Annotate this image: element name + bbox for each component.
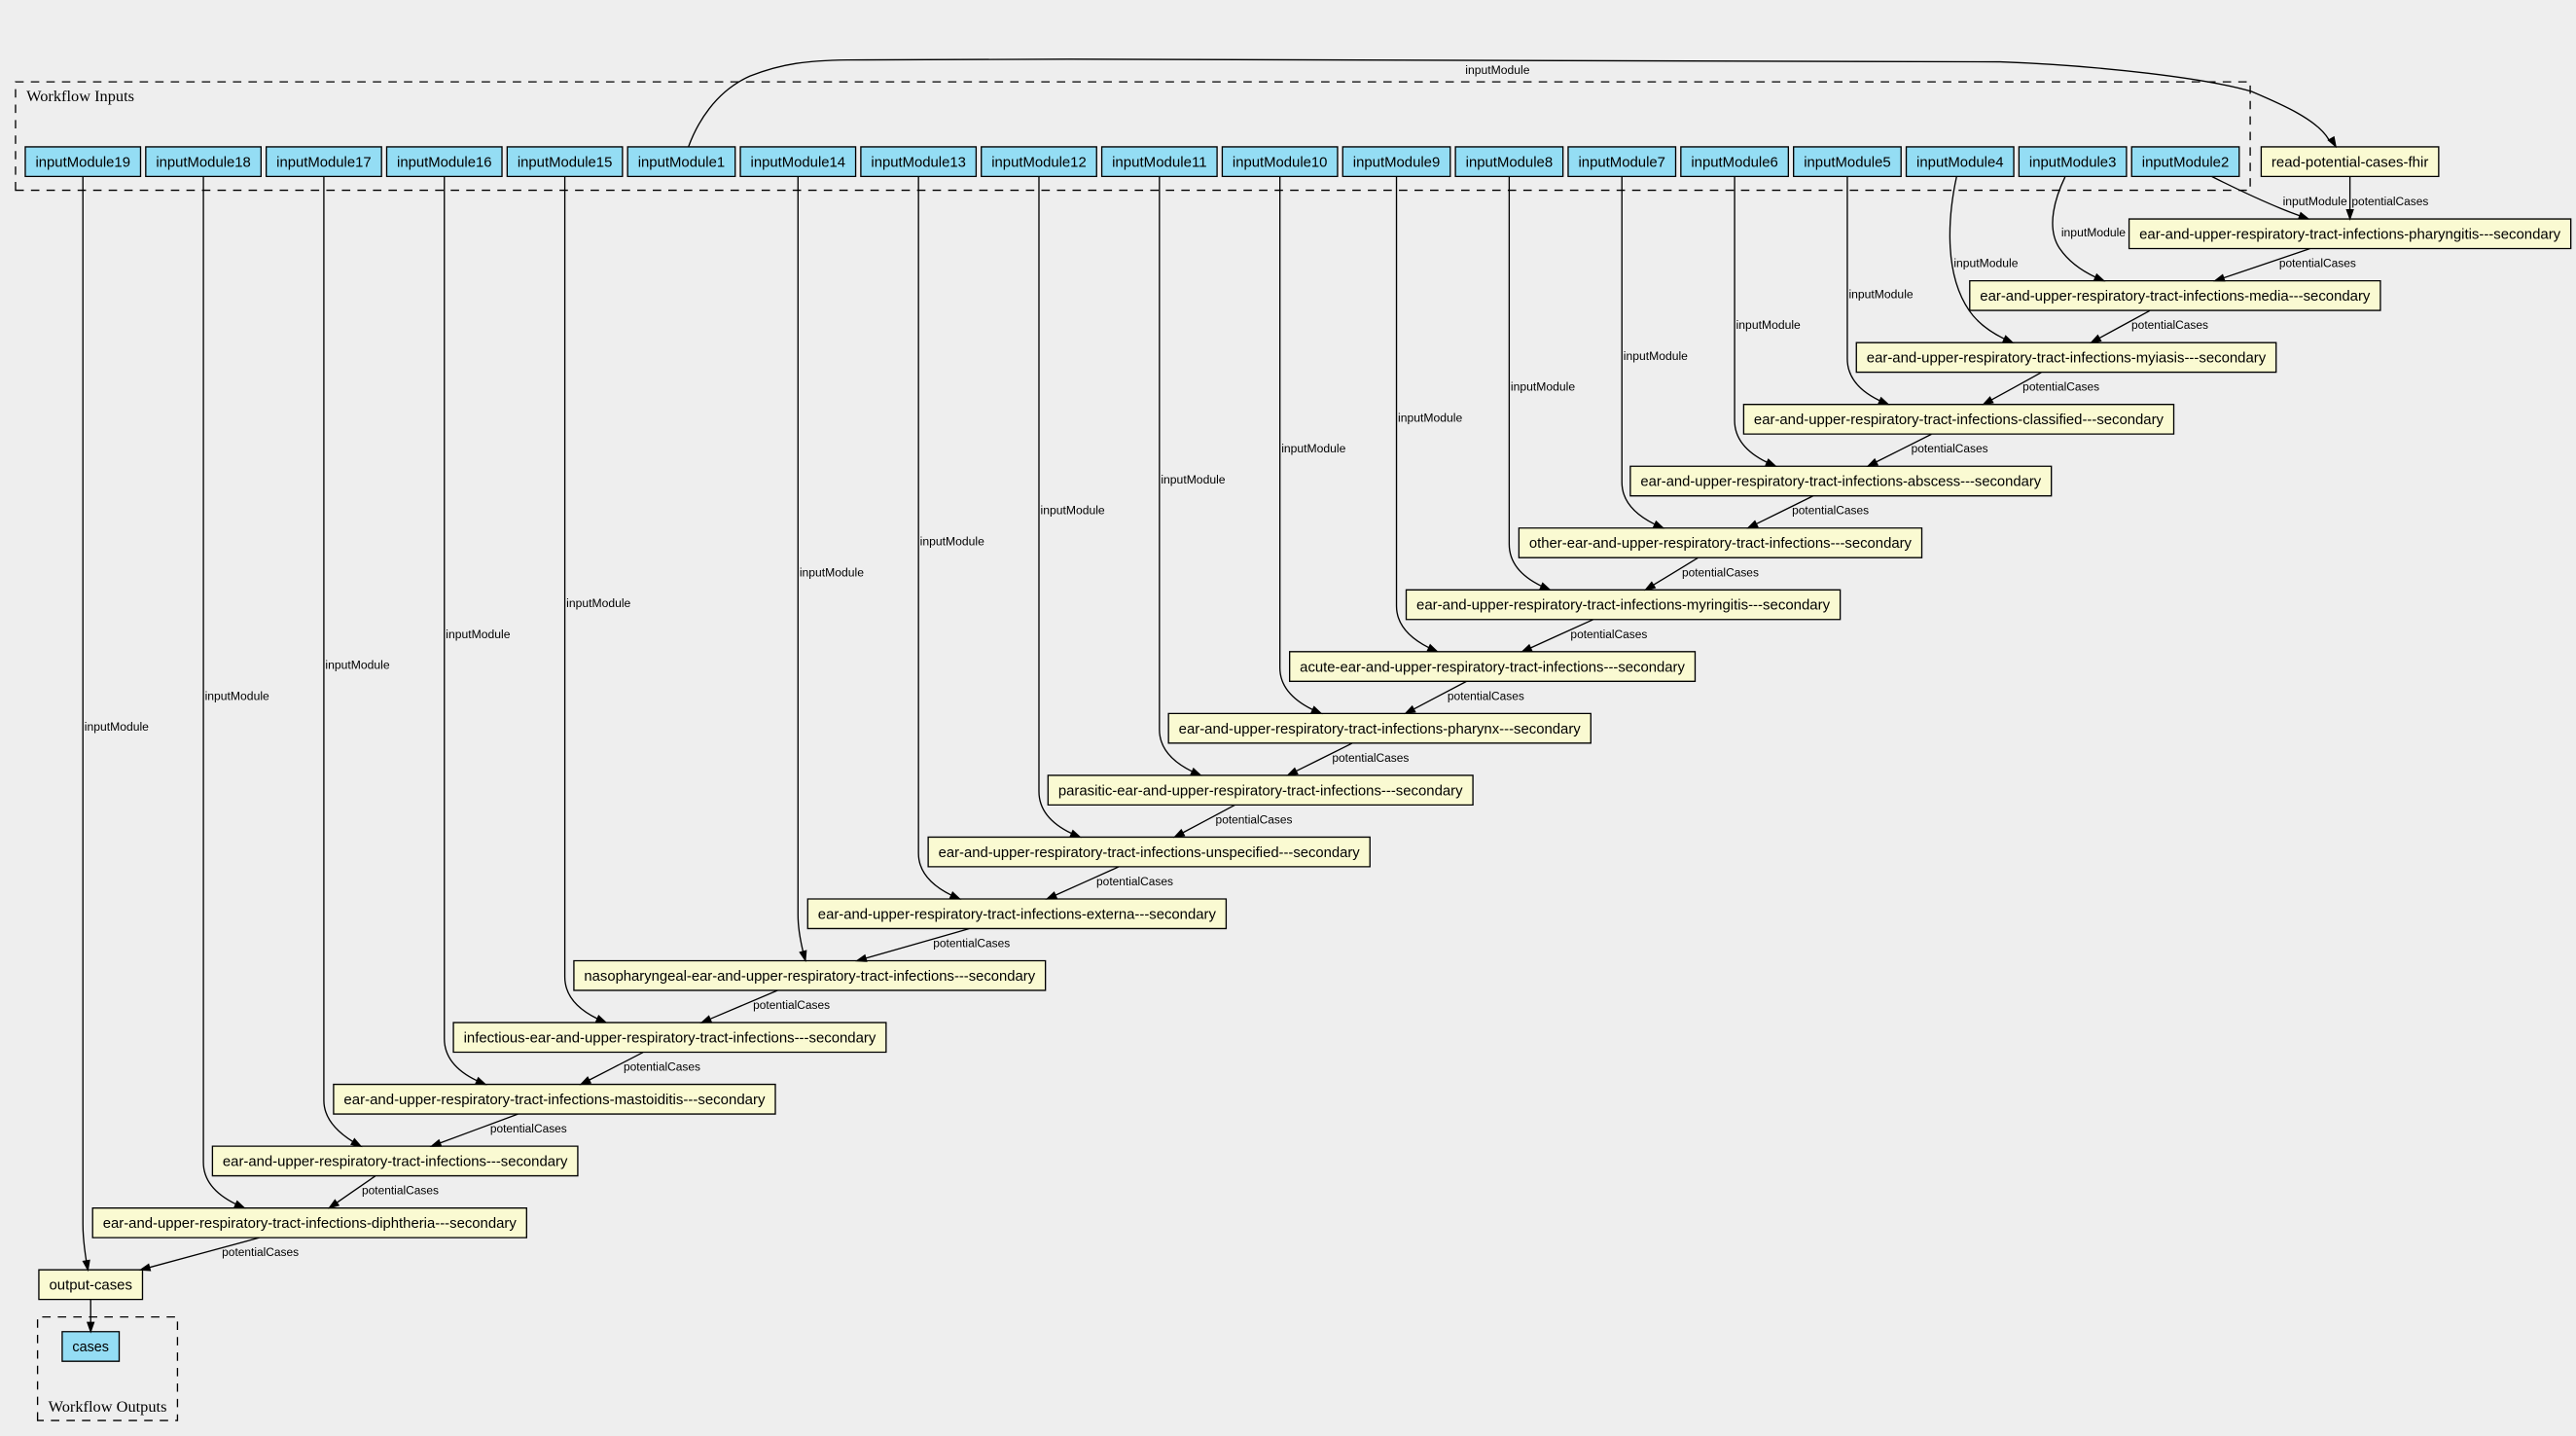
svg-text:ear-and-upper-respiratory-trac: ear-and-upper-respiratory-tract-infectio… [1179, 721, 1582, 737]
svg-text:Workflow Outputs: Workflow Outputs [49, 1397, 167, 1416]
svg-text:inputModule17: inputModule17 [276, 154, 371, 170]
svg-text:inputModule4: inputModule4 [1916, 154, 2003, 170]
svg-text:inputModule2: inputModule2 [2142, 154, 2229, 170]
svg-text:potentialCases: potentialCases [2022, 380, 2099, 394]
svg-text:inputModule: inputModule [1465, 63, 1529, 77]
svg-text:ear-and-upper-respiratory-trac: ear-and-upper-respiratory-tract-infectio… [1640, 474, 2041, 490]
svg-text:inputModule15: inputModule15 [518, 154, 612, 170]
svg-text:potentialCases: potentialCases [490, 1122, 567, 1135]
svg-text:inputModule11: inputModule11 [1112, 154, 1206, 170]
svg-text:inputModule: inputModule [1398, 411, 1462, 424]
svg-text:inputModule8: inputModule8 [1466, 154, 1553, 170]
svg-text:inputModule: inputModule [446, 628, 510, 641]
svg-text:inputModule10: inputModule10 [1233, 154, 1327, 170]
svg-text:potentialCases: potentialCases [1682, 565, 1759, 579]
svg-text:inputModule9: inputModule9 [1353, 154, 1440, 170]
svg-text:inputModule: inputModule [566, 596, 630, 610]
svg-text:parasitic-ear-and-upper-respir: parasitic-ear-and-upper-respiratory-trac… [1058, 782, 1463, 799]
svg-text:ear-and-upper-respiratory-trac: ear-and-upper-respiratory-tract-infectio… [818, 906, 1217, 922]
svg-text:inputModule: inputModule [85, 720, 149, 734]
svg-text:inputModule: inputModule [920, 535, 984, 549]
svg-text:inputModule: inputModule [2283, 195, 2347, 208]
svg-text:inputModule: inputModule [205, 689, 269, 702]
svg-text:ear-and-upper-respiratory-trac: ear-and-upper-respiratory-tract-infectio… [939, 844, 1361, 861]
svg-text:ear-and-upper-respiratory-trac: ear-and-upper-respiratory-tract-infectio… [1980, 288, 2371, 305]
svg-text:potentialCases: potentialCases [362, 1184, 439, 1198]
svg-text:inputModule: inputModule [1281, 442, 1345, 455]
svg-text:ear-and-upper-respiratory-trac: ear-and-upper-respiratory-tract-infectio… [103, 1215, 518, 1232]
svg-text:inputModule: inputModule [800, 565, 864, 579]
svg-text:inputModule12: inputModule12 [991, 154, 1086, 170]
svg-text:inputModule: inputModule [1511, 380, 1575, 394]
svg-text:Workflow Inputs: Workflow Inputs [26, 87, 134, 105]
svg-text:potentialCases: potentialCases [753, 998, 830, 1012]
svg-text:inputModule: inputModule [1848, 287, 1913, 301]
svg-text:inputModule13: inputModule13 [871, 154, 965, 170]
svg-text:inputModule14: inputModule14 [751, 154, 845, 170]
svg-text:output-cases: output-cases [49, 1277, 131, 1294]
svg-text:potentialCases: potentialCases [2131, 318, 2208, 332]
svg-text:ear-and-upper-respiratory-trac: ear-and-upper-respiratory-tract-infectio… [2139, 227, 2561, 243]
svg-text:inputModule7: inputModule7 [1578, 154, 1664, 170]
svg-text:potentialCases: potentialCases [624, 1060, 700, 1074]
svg-text:inputModule: inputModule [2061, 226, 2126, 239]
svg-text:infectious-ear-and-upper-respi: infectious-ear-and-upper-respiratory-tra… [464, 1030, 877, 1047]
svg-text:inputModule6: inputModule6 [1691, 154, 1777, 170]
svg-text:potentialCases: potentialCases [1792, 504, 1869, 518]
svg-text:inputModule18: inputModule18 [156, 154, 250, 170]
svg-text:potentialCases: potentialCases [1096, 875, 1173, 888]
svg-text:inputModule5: inputModule5 [1804, 154, 1890, 170]
svg-text:ear-and-upper-respiratory-trac: ear-and-upper-respiratory-tract-infectio… [343, 1092, 766, 1108]
svg-text:potentialCases: potentialCases [222, 1245, 299, 1259]
svg-text:inputModule16: inputModule16 [397, 154, 491, 170]
svg-text:inputModule19: inputModule19 [35, 154, 129, 170]
svg-text:ear-and-upper-respiratory-trac: ear-and-upper-respiratory-tract-infectio… [223, 1154, 568, 1170]
svg-text:inputModule: inputModule [1041, 504, 1105, 518]
svg-text:potentialCases: potentialCases [1448, 689, 1524, 702]
svg-text:potentialCases: potentialCases [1332, 751, 1409, 765]
svg-text:potentialCases: potentialCases [2351, 195, 2428, 208]
svg-text:inputModule: inputModule [1624, 349, 1688, 363]
svg-text:ear-and-upper-respiratory-trac: ear-and-upper-respiratory-tract-infectio… [1867, 350, 2267, 367]
svg-text:potentialCases: potentialCases [1570, 628, 1647, 641]
svg-text:inputModule: inputModule [1736, 318, 1801, 332]
svg-text:nasopharyngeal-ear-and-upper-r: nasopharyngeal-ear-and-upper-respiratory… [584, 968, 1035, 985]
svg-text:potentialCases: potentialCases [2279, 257, 2356, 270]
svg-text:inputModule: inputModule [1161, 473, 1225, 486]
svg-text:inputModule: inputModule [1953, 257, 2018, 270]
svg-text:inputModule1: inputModule1 [638, 154, 725, 170]
svg-text:potentialCases: potentialCases [1912, 442, 1988, 455]
svg-text:cases: cases [72, 1339, 109, 1355]
svg-text:ear-and-upper-respiratory-trac: ear-and-upper-respiratory-tract-infectio… [1754, 412, 2165, 428]
svg-text:read-potential-cases-fhir: read-potential-cases-fhir [2272, 154, 2428, 170]
svg-text:inputModule: inputModule [325, 659, 389, 672]
svg-text:other-ear-and-upper-respirator: other-ear-and-upper-respiratory-tract-in… [1529, 535, 1913, 552]
svg-text:potentialCases: potentialCases [933, 937, 1010, 951]
svg-text:potentialCases: potentialCases [1216, 812, 1293, 826]
svg-text:acute-ear-and-upper-respirator: acute-ear-and-upper-respiratory-tract-in… [1300, 659, 1685, 675]
svg-text:inputModule3: inputModule3 [2029, 154, 2116, 170]
svg-text:ear-and-upper-respiratory-trac: ear-and-upper-respiratory-tract-infectio… [1416, 597, 1831, 614]
